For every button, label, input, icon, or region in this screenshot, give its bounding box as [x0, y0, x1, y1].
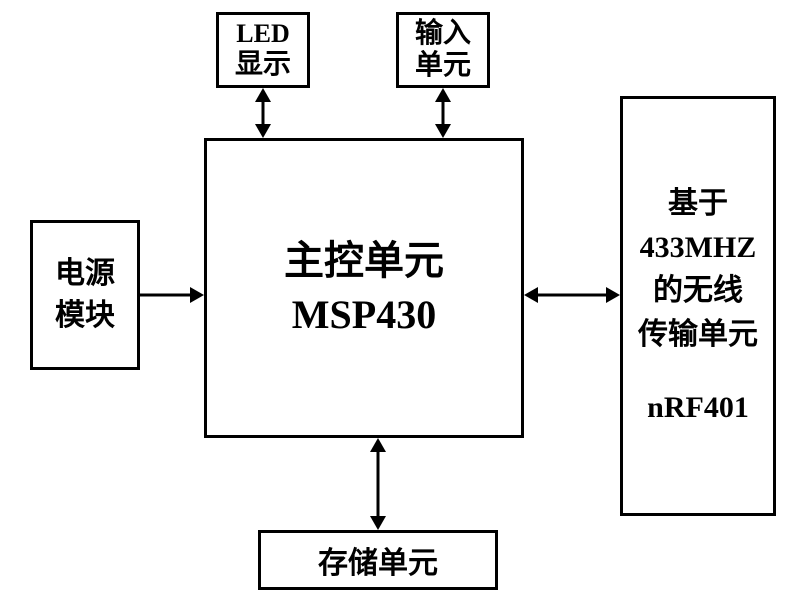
arrow-input-mcu	[435, 88, 451, 138]
arrow-led-mcu	[255, 88, 271, 138]
arrow-power-mcu	[140, 287, 204, 303]
arrows-layer	[0, 0, 800, 613]
arrow-mcu-wireless	[524, 287, 620, 303]
diagram-canvas: LED 显示 输入 单元 电源 模块 主控单元 MSP430 基于 433MHZ…	[0, 0, 800, 613]
arrow-mcu-storage	[370, 438, 386, 530]
